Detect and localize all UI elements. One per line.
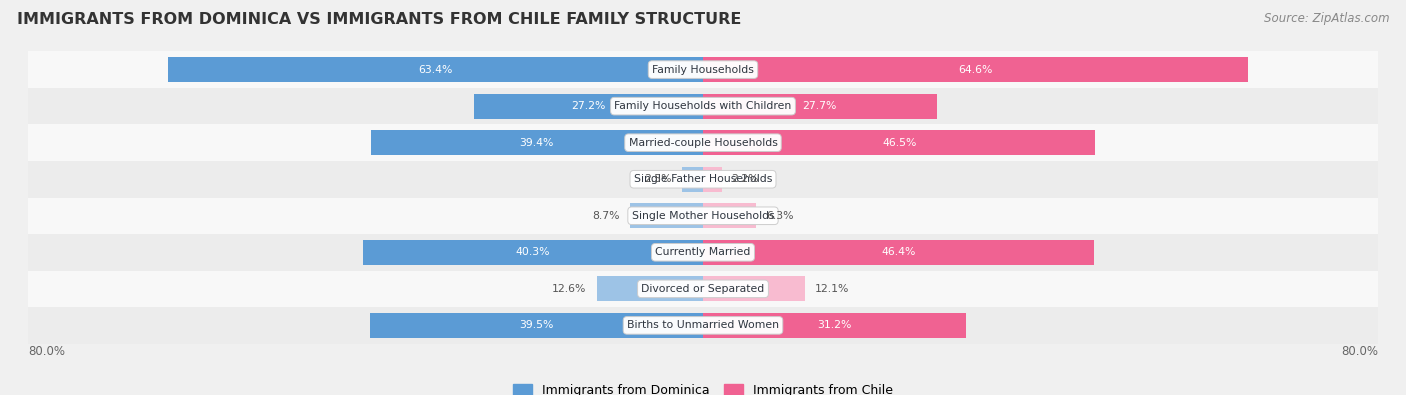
Bar bbox=[703, 130, 1095, 155]
Bar bbox=[169, 57, 703, 82]
Text: Single Father Households: Single Father Households bbox=[634, 174, 772, 184]
Text: 8.7%: 8.7% bbox=[592, 211, 620, 221]
Text: 2.5%: 2.5% bbox=[644, 174, 672, 184]
Text: Divorced or Separated: Divorced or Separated bbox=[641, 284, 765, 294]
Text: 80.0%: 80.0% bbox=[28, 346, 65, 359]
Text: Family Households: Family Households bbox=[652, 65, 754, 75]
Text: 40.3%: 40.3% bbox=[516, 247, 550, 257]
Text: 27.7%: 27.7% bbox=[803, 101, 837, 111]
Legend: Immigrants from Dominica, Immigrants from Chile: Immigrants from Dominica, Immigrants fro… bbox=[508, 379, 898, 395]
Text: 2.2%: 2.2% bbox=[731, 174, 759, 184]
Bar bbox=[703, 94, 936, 118]
Bar bbox=[703, 276, 806, 301]
Text: 80.0%: 80.0% bbox=[1341, 346, 1378, 359]
Bar bbox=[682, 167, 703, 192]
Bar bbox=[630, 203, 703, 228]
Text: Births to Unmarried Women: Births to Unmarried Women bbox=[627, 320, 779, 330]
Bar bbox=[28, 161, 1378, 198]
Bar bbox=[703, 203, 756, 228]
Text: Family Households with Children: Family Households with Children bbox=[614, 101, 792, 111]
Bar bbox=[703, 240, 1094, 265]
Text: 6.3%: 6.3% bbox=[766, 211, 794, 221]
Bar bbox=[28, 51, 1378, 88]
Bar bbox=[703, 57, 1249, 82]
Text: 31.2%: 31.2% bbox=[817, 320, 852, 330]
Text: 39.4%: 39.4% bbox=[520, 138, 554, 148]
Bar bbox=[28, 271, 1378, 307]
Bar bbox=[28, 234, 1378, 271]
Text: 39.5%: 39.5% bbox=[519, 320, 554, 330]
Bar bbox=[28, 198, 1378, 234]
Bar bbox=[703, 313, 966, 338]
Bar bbox=[363, 240, 703, 265]
Text: 46.5%: 46.5% bbox=[882, 138, 917, 148]
Text: 27.2%: 27.2% bbox=[571, 101, 606, 111]
Bar bbox=[28, 88, 1378, 124]
Bar bbox=[371, 130, 703, 155]
Text: Currently Married: Currently Married bbox=[655, 247, 751, 257]
Bar bbox=[28, 307, 1378, 344]
Text: IMMIGRANTS FROM DOMINICA VS IMMIGRANTS FROM CHILE FAMILY STRUCTURE: IMMIGRANTS FROM DOMINICA VS IMMIGRANTS F… bbox=[17, 12, 741, 27]
Text: 46.4%: 46.4% bbox=[882, 247, 915, 257]
Bar bbox=[370, 313, 703, 338]
Bar bbox=[596, 276, 703, 301]
Text: Source: ZipAtlas.com: Source: ZipAtlas.com bbox=[1264, 12, 1389, 25]
Text: Single Mother Households: Single Mother Households bbox=[631, 211, 775, 221]
Bar bbox=[474, 94, 703, 118]
Text: 63.4%: 63.4% bbox=[419, 65, 453, 75]
Bar bbox=[28, 124, 1378, 161]
Text: Married-couple Households: Married-couple Households bbox=[628, 138, 778, 148]
Text: 12.6%: 12.6% bbox=[553, 284, 586, 294]
Bar bbox=[703, 167, 721, 192]
Text: 12.1%: 12.1% bbox=[815, 284, 849, 294]
Text: 64.6%: 64.6% bbox=[959, 65, 993, 75]
